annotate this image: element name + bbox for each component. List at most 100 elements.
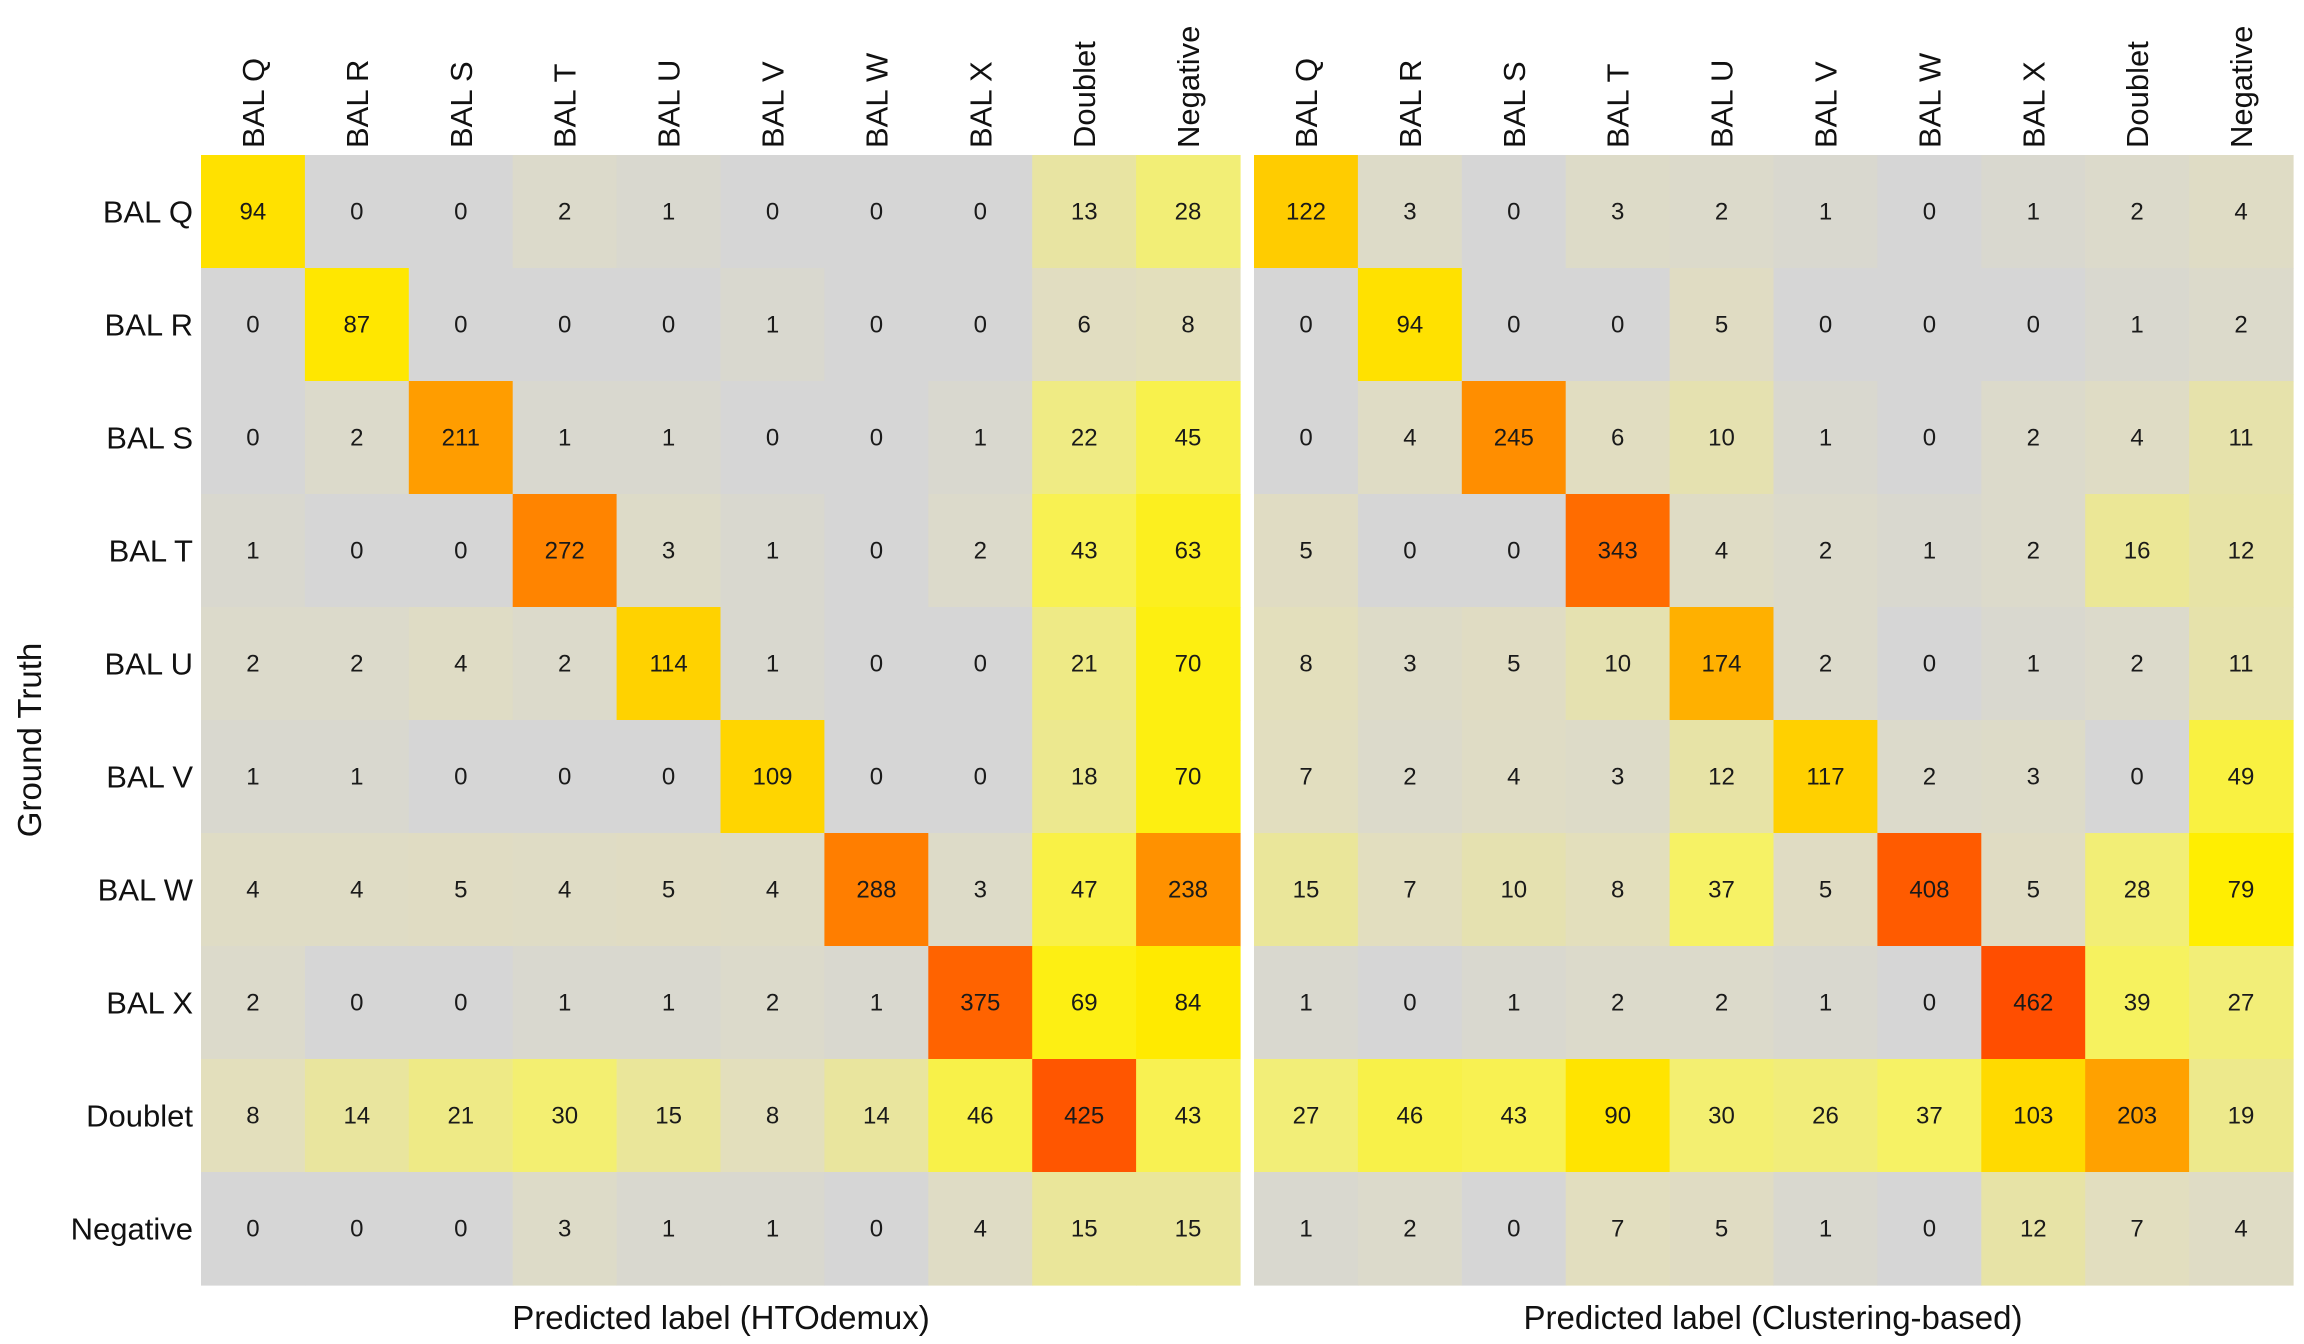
cell-value-label: 2 — [1923, 764, 1936, 791]
heatmap-cell — [1461, 381, 1567, 495]
heatmap-cell — [928, 268, 1033, 382]
heatmap-cell — [304, 720, 410, 834]
cell-value-label: 13 — [1071, 199, 1098, 226]
heatmap-cell — [824, 1059, 929, 1173]
heatmap-cell — [1136, 381, 1241, 495]
cell-value-label: 1 — [662, 1216, 675, 1243]
heatmap-cell — [2085, 607, 2190, 721]
x-tick-label: BAL S — [444, 61, 479, 148]
heatmap-cell — [1565, 607, 1671, 721]
cell-value-label: 1 — [1819, 990, 1832, 1017]
y-tick-label: BAL R — [105, 308, 193, 343]
heatmap-cell — [512, 607, 618, 721]
heatmap-cell — [1981, 607, 2086, 721]
heatmap-cell — [1565, 1172, 1671, 1286]
x-tick-label: Doublet — [1067, 41, 1102, 148]
cell-value-label: 425 — [1064, 1103, 1104, 1130]
heatmap-cell — [1981, 1059, 2086, 1173]
cell-value-label: 4 — [2130, 425, 2143, 452]
cell-value-label: 0 — [350, 538, 363, 565]
x-tick-label: BAL T — [548, 64, 583, 148]
cell-value-label: 63 — [1175, 538, 1202, 565]
y-tick-labels: BAL Q BAL R BAL S BAL T BAL U BAL V BAL W BAL X… — [71, 195, 194, 1247]
cell-value-label: 14 — [343, 1103, 370, 1130]
cell-value-label: 4 — [1507, 764, 1520, 791]
heatmap-cell — [1461, 1059, 1567, 1173]
cell-value-label: 0 — [454, 1216, 467, 1243]
x-tick-label: BAL Q — [1289, 58, 1324, 148]
heatmap-cell — [1877, 494, 1982, 608]
cell-value-label: 117 — [1806, 764, 1844, 791]
heatmap-cell — [201, 381, 306, 495]
heatmap-cell — [1565, 833, 1671, 947]
cell-value-label: 46 — [1397, 1103, 1424, 1130]
cell-value-label: 15 — [1071, 1216, 1098, 1243]
cell-value-label: 1 — [2027, 199, 2040, 226]
heatmap-cell — [1461, 155, 1567, 269]
heatmap-cell — [512, 268, 618, 382]
heatmap-cell — [1136, 720, 1241, 834]
cell-value-label: 19 — [2228, 1103, 2255, 1130]
cell-value-label: 30 — [1708, 1103, 1735, 1130]
heatmap-cell — [824, 1172, 929, 1286]
heatmap-cell — [1136, 1059, 1241, 1173]
cell-value-label: 0 — [2130, 764, 2143, 791]
cell-value-label: 10 — [1708, 425, 1735, 452]
cell-value-label: 3 — [1403, 199, 1416, 226]
heatmap-cell — [1773, 494, 1878, 608]
cell-value-label: 245 — [1494, 425, 1534, 452]
cell-value-label: 26 — [1812, 1103, 1839, 1130]
cell-value-label: 4 — [350, 877, 363, 904]
heatmap-cell — [720, 494, 825, 608]
heatmap-cell — [512, 720, 618, 834]
cell-value-label: 70 — [1175, 764, 1202, 791]
heatmap-cell — [2189, 1172, 2294, 1286]
cell-value-label: 2 — [1819, 538, 1832, 565]
heatmap-cell — [1669, 946, 1775, 1060]
cell-value-label: 5 — [662, 877, 675, 904]
heatmap-cell — [1981, 946, 2086, 1060]
cell-value-label: 0 — [1507, 199, 1520, 226]
x-tick-label: BAL V — [1809, 61, 1844, 148]
heatmap-cell — [1357, 268, 1463, 382]
heatmap-cell — [1773, 1059, 1878, 1173]
heatmap-cell — [720, 1172, 825, 1286]
heatmap-cell — [408, 946, 514, 1060]
cell-value-label: 0 — [766, 199, 779, 226]
cell-value-label: 203 — [2117, 1103, 2157, 1130]
heatmap-cell — [1669, 494, 1775, 608]
cell-value-label: 1 — [766, 651, 779, 678]
cell-value-label: 7 — [1299, 764, 1312, 791]
cell-value-label: 37 — [1916, 1103, 1943, 1130]
heatmap-cell — [1136, 155, 1241, 269]
heatmap-cell — [2189, 833, 2294, 947]
cell-value-label: 2 — [246, 990, 259, 1017]
cell-value-label: 0 — [870, 1216, 883, 1243]
cell-value-label: 0 — [246, 312, 259, 339]
cell-value-label: 211 — [442, 425, 480, 452]
heatmap-cell — [304, 381, 410, 495]
heatmap-cell — [720, 720, 825, 834]
cell-value-label: 0 — [870, 651, 883, 678]
heatmap-cell — [1565, 720, 1671, 834]
heatmap-cell — [304, 155, 410, 269]
cell-value-label: 0 — [454, 538, 467, 565]
cell-value-label: 3 — [1611, 199, 1624, 226]
heatmap-cell — [2189, 1059, 2294, 1173]
heatmap-cell — [304, 833, 410, 947]
heatmap-cell — [512, 1172, 618, 1286]
cell-value-label: 12 — [2020, 1216, 2047, 1243]
heatmap-cell — [408, 268, 514, 382]
heatmap-cell — [201, 494, 306, 608]
heatmap-cell — [1877, 1059, 1982, 1173]
cell-value-label: 0 — [350, 1216, 363, 1243]
cell-value-label: 8 — [246, 1103, 259, 1130]
cell-value-label: 3 — [558, 1216, 571, 1243]
cell-value-label: 1 — [1819, 199, 1832, 226]
heatmap-cell — [1565, 155, 1671, 269]
heatmap-cell — [1565, 381, 1671, 495]
heatmap-cell — [201, 1059, 306, 1173]
heatmap-cell — [1877, 268, 1982, 382]
cell-value-label: 8 — [1611, 877, 1624, 904]
cell-value-label: 2 — [1611, 990, 1624, 1017]
